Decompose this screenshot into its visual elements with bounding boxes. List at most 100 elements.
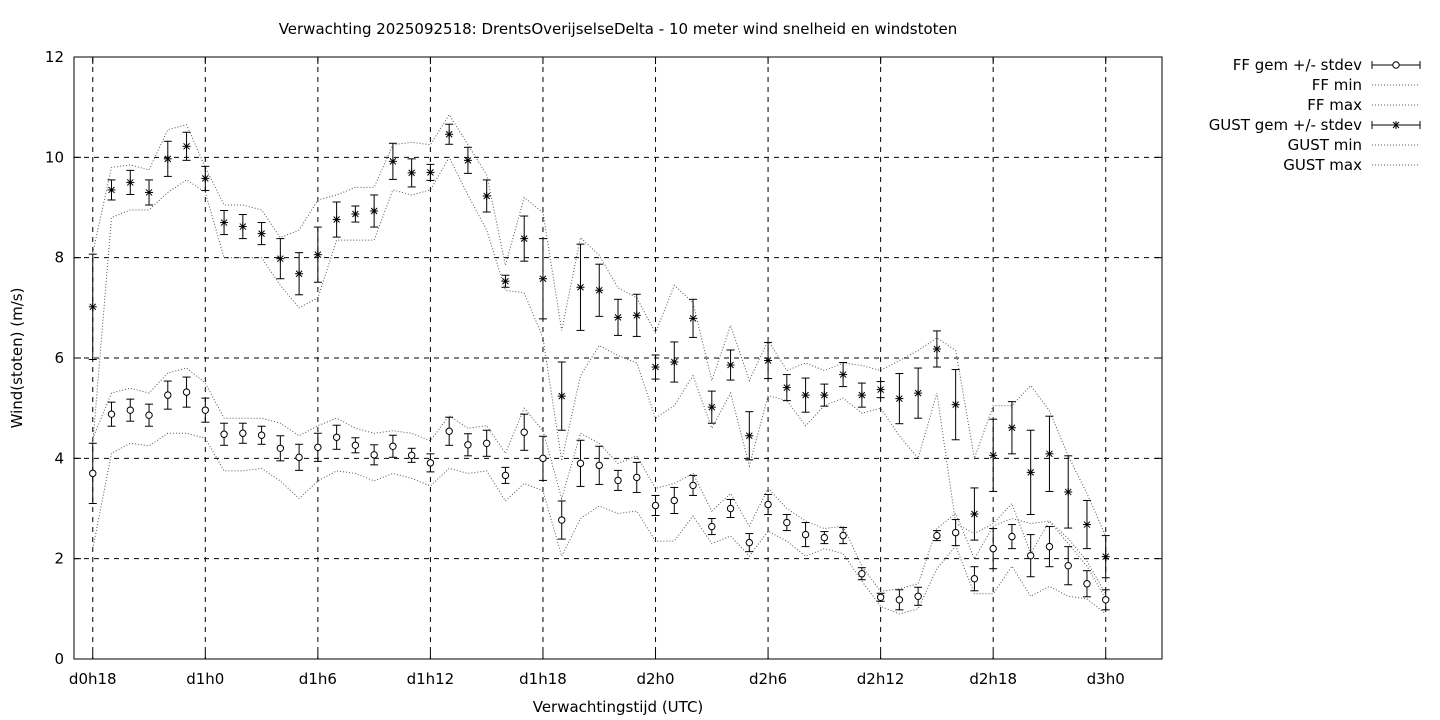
star-marker xyxy=(707,403,716,412)
circle-marker xyxy=(933,531,941,540)
y-tick-label: 0 xyxy=(54,650,64,668)
star-marker xyxy=(126,178,135,187)
circle-marker xyxy=(1064,561,1072,570)
star-marker xyxy=(651,363,660,372)
star-marker xyxy=(970,510,979,519)
series-layer xyxy=(88,113,1110,615)
star-marker xyxy=(388,157,397,166)
circle-marker xyxy=(651,501,660,510)
star-marker xyxy=(182,142,191,151)
circle-marker xyxy=(295,453,303,462)
star-marker xyxy=(463,156,472,165)
star-marker xyxy=(670,358,679,367)
series-line-gust-max xyxy=(92,113,1107,537)
circle-marker xyxy=(595,461,603,470)
circle-marker xyxy=(426,459,435,467)
star-marker xyxy=(313,250,322,259)
circle-marker xyxy=(482,439,491,447)
circle-marker xyxy=(914,592,922,600)
x-tick-label: d2h18 xyxy=(969,670,1017,688)
x-tick-label: d2h0 xyxy=(636,670,674,688)
star-marker xyxy=(426,168,435,177)
circle-marker xyxy=(407,451,416,460)
x-tick-label: d2h6 xyxy=(749,670,787,688)
star-marker xyxy=(351,210,360,219)
circle-marker xyxy=(145,411,153,419)
circle-marker xyxy=(839,531,847,540)
star-marker xyxy=(764,356,773,365)
star-marker xyxy=(689,314,698,323)
circle-marker xyxy=(1008,532,1016,541)
circle-marker xyxy=(201,406,210,414)
star-marker xyxy=(989,451,998,460)
star-marker xyxy=(107,185,116,194)
circle-marker xyxy=(670,496,678,505)
star-marker xyxy=(1064,487,1073,496)
star-marker xyxy=(876,385,885,394)
star-marker xyxy=(820,391,829,400)
circle-marker xyxy=(332,433,341,441)
legend: FF gem +/- stdev FF min FF max GUST gem +/-… xyxy=(1209,56,1421,174)
y-tick-label: 6 xyxy=(54,349,64,367)
legend-label: GUST gem +/- stdev xyxy=(1209,116,1362,134)
star-marker xyxy=(1392,121,1400,129)
circle-marker xyxy=(633,473,641,482)
star-marker xyxy=(520,234,529,243)
circle-marker xyxy=(126,406,134,414)
x-tick-label: d1h12 xyxy=(407,670,455,688)
circle-marker xyxy=(558,516,566,524)
star-marker xyxy=(839,370,848,379)
star-marker xyxy=(595,286,604,295)
circle-marker xyxy=(89,469,97,478)
circle-marker xyxy=(257,431,266,439)
star-marker xyxy=(201,174,210,183)
star-marker xyxy=(1045,449,1054,458)
circle-marker xyxy=(314,443,322,451)
circle-marker xyxy=(464,441,472,449)
star-marker xyxy=(1007,423,1016,432)
circle-marker xyxy=(801,530,810,539)
circle-marker xyxy=(107,410,116,418)
x-tick-label: d3h0 xyxy=(1087,670,1125,688)
circle-marker xyxy=(501,471,510,480)
star-marker xyxy=(445,130,454,139)
circle-marker xyxy=(951,528,960,537)
legend-circle-marker xyxy=(1392,61,1400,69)
star-marker xyxy=(1026,468,1035,477)
x-tick-label: d1h18 xyxy=(519,670,567,688)
y-axis-label: Wind(stoten) (m/s) xyxy=(8,288,26,429)
circle-marker xyxy=(1102,596,1110,604)
y-tick-label: 8 xyxy=(54,249,64,267)
circle-marker xyxy=(726,504,735,513)
circle-marker xyxy=(895,596,904,604)
legend-label: FF max xyxy=(1307,96,1362,114)
x-axis-label: Verwachtingstijd (UTC) xyxy=(533,698,704,716)
star-marker xyxy=(801,391,810,400)
star-marker xyxy=(370,207,379,216)
circle-marker xyxy=(239,429,247,437)
star-marker xyxy=(614,313,622,322)
y-tick-label: 12 xyxy=(45,48,64,66)
star-marker xyxy=(407,168,416,177)
circle-marker xyxy=(783,518,791,527)
circle-marker xyxy=(989,544,997,553)
x-tick-label: d1h0 xyxy=(186,670,224,688)
circle-marker xyxy=(858,570,866,578)
circle-marker xyxy=(220,430,228,438)
circle-marker xyxy=(164,391,172,399)
star-marker xyxy=(726,361,735,370)
star-marker xyxy=(482,191,491,200)
circle-marker xyxy=(182,388,191,396)
series-line-gust-min xyxy=(92,156,1107,600)
x-tick-label: d2h12 xyxy=(857,670,905,688)
circle-marker xyxy=(614,476,622,485)
star-marker xyxy=(557,392,566,401)
axis-ticks: 0 2 4 6 8 10 12 d0h18 d1h0 d1h6 d1h12 d1h18 d2h0 d2h6… xyxy=(45,48,1162,688)
legend-label: FF gem +/- stdev xyxy=(1233,56,1362,74)
star-marker xyxy=(88,302,97,311)
star-marker xyxy=(276,254,285,263)
legend-label: GUST max xyxy=(1283,156,1362,174)
star-marker xyxy=(576,283,585,292)
star-marker xyxy=(745,431,754,440)
